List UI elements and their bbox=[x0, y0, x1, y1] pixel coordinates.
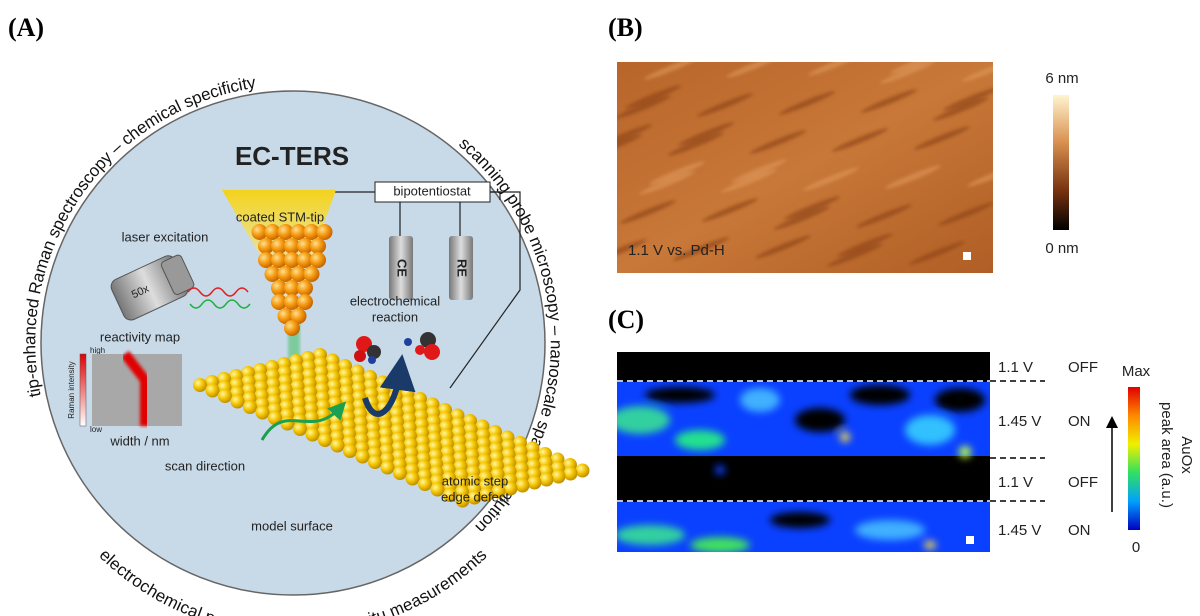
surface-label: model surface bbox=[251, 518, 333, 533]
reaction-label: electrochemical bbox=[350, 293, 440, 308]
atom bbox=[368, 455, 382, 469]
atom bbox=[297, 280, 313, 296]
defect-label: edge defect bbox=[441, 489, 509, 504]
row-state: ON bbox=[1068, 522, 1091, 539]
atom bbox=[193, 378, 207, 392]
defect-label: atomic step bbox=[442, 473, 508, 488]
atom bbox=[317, 224, 333, 240]
raman-map bbox=[610, 352, 990, 553]
texture bbox=[740, 388, 780, 412]
row-potential: 1.1 V bbox=[998, 474, 1033, 491]
row-potential: 1.45 V bbox=[998, 413, 1041, 430]
atom bbox=[310, 252, 326, 268]
colorbar-max: 6 nm bbox=[1045, 70, 1078, 87]
map-axis: Raman intensity bbox=[67, 361, 76, 418]
colorbar-title: AuOx bbox=[1178, 436, 1195, 474]
texture bbox=[924, 541, 936, 549]
row-state: OFF bbox=[1068, 474, 1098, 491]
atom bbox=[540, 473, 554, 487]
texture bbox=[645, 387, 715, 403]
atom bbox=[281, 417, 295, 431]
reaction-label: reaction bbox=[372, 309, 418, 324]
colorbar-min: 0 nm bbox=[1045, 240, 1078, 257]
scan-label: scan direction bbox=[165, 458, 245, 473]
atom bbox=[576, 464, 590, 478]
map-axis: width / nm bbox=[109, 433, 169, 448]
map-high: high bbox=[90, 346, 105, 355]
colorbar-max: Max bbox=[1122, 363, 1151, 380]
atom bbox=[284, 320, 300, 336]
panel-label: (C) bbox=[608, 305, 644, 334]
atom bbox=[564, 467, 578, 481]
raman-colorbar bbox=[1128, 387, 1140, 530]
atom bbox=[331, 439, 345, 453]
atom bbox=[528, 476, 542, 490]
laser-label: laser excitation bbox=[122, 229, 209, 244]
atom bbox=[293, 422, 307, 436]
row-labels: 1.1 V OFF 1.45 V ON 1.1 V OFF 1.45 V ON bbox=[998, 359, 1098, 539]
texture bbox=[959, 446, 971, 458]
panel-label: (A) bbox=[8, 13, 44, 42]
colorbar-title: peak area (a.u.) bbox=[1158, 402, 1175, 508]
electrode-label: RE bbox=[455, 259, 470, 277]
tip-label: coated STM-tip bbox=[236, 209, 324, 224]
row-state: ON bbox=[1068, 413, 1091, 430]
afm-colorbar bbox=[1053, 95, 1069, 230]
texture bbox=[840, 432, 850, 442]
atom bbox=[218, 389, 232, 403]
texture bbox=[615, 525, 685, 545]
atom bbox=[418, 477, 432, 491]
texture bbox=[850, 385, 910, 405]
atom bbox=[206, 384, 220, 398]
electrode-label: CE bbox=[395, 259, 410, 277]
atom bbox=[381, 461, 395, 475]
atom bbox=[318, 433, 332, 447]
row-potential: 1.1 V bbox=[998, 359, 1033, 376]
atom bbox=[552, 470, 566, 484]
row-state: OFF bbox=[1068, 359, 1098, 376]
afm-caption: 1.1 V vs. Pd-H bbox=[628, 242, 725, 259]
map-colorbar bbox=[80, 354, 86, 426]
atom bbox=[306, 428, 320, 442]
texture bbox=[905, 415, 955, 445]
atom bbox=[256, 406, 270, 420]
figure: (A) tip-enhanced Raman spectroscopy – ch… bbox=[0, 0, 1200, 616]
atom bbox=[243, 400, 257, 414]
atom bbox=[297, 294, 313, 310]
atom bbox=[516, 479, 530, 493]
afm-image bbox=[571, 46, 1024, 273]
atom bbox=[356, 450, 370, 464]
atom bbox=[304, 266, 320, 282]
colorbar-min: 0 bbox=[1132, 539, 1140, 556]
map-title: reactivity map bbox=[100, 329, 180, 344]
panel-label: (B) bbox=[608, 13, 643, 42]
atom bbox=[310, 238, 326, 254]
texture bbox=[675, 430, 725, 450]
atom bbox=[231, 395, 245, 409]
potentiostat-label: bipotentiostat bbox=[393, 183, 471, 198]
texture bbox=[690, 537, 750, 553]
texture bbox=[855, 520, 925, 540]
atom bbox=[343, 444, 357, 458]
atom bbox=[393, 466, 407, 480]
map-low: low bbox=[90, 425, 102, 434]
atom bbox=[406, 472, 420, 486]
texture bbox=[715, 465, 725, 475]
texture bbox=[770, 512, 830, 528]
texture bbox=[795, 408, 845, 432]
texture bbox=[610, 406, 670, 434]
texture bbox=[935, 388, 985, 412]
panel-title: EC-TERS bbox=[235, 141, 349, 171]
row-potential: 1.45 V bbox=[998, 522, 1041, 539]
